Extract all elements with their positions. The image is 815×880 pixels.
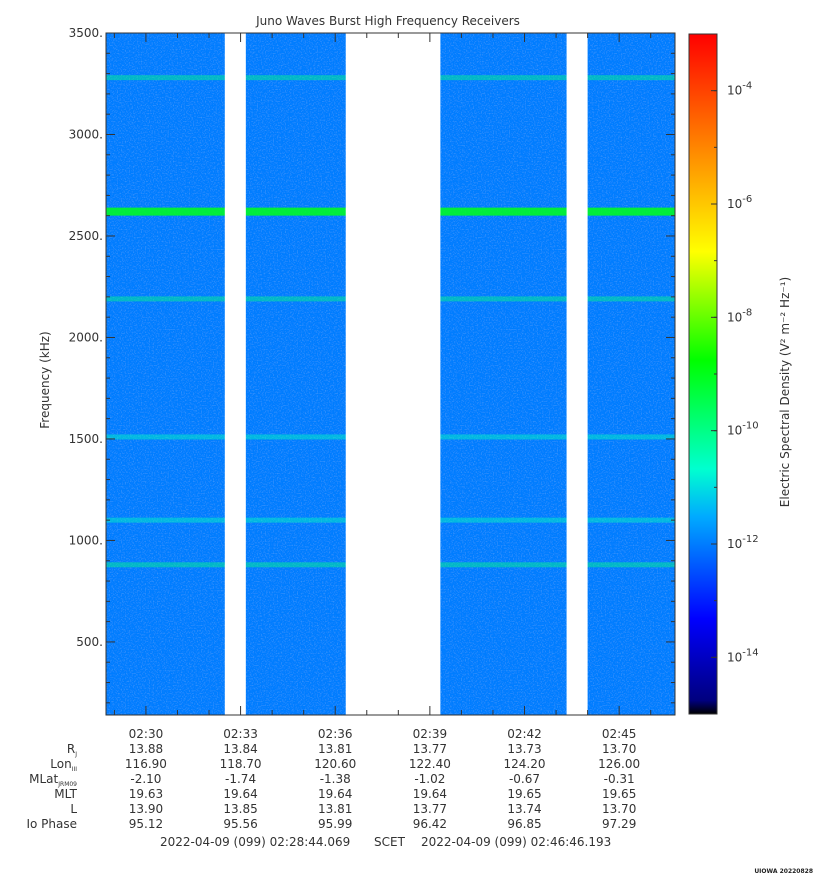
ephemeris-value: 95.99: [318, 817, 352, 831]
ephemeris-value: 13.90: [129, 802, 163, 816]
ephemeris-value: -1.74: [225, 772, 256, 786]
colorbar-tick-label: 10-6: [727, 194, 752, 211]
ephemeris-value: 19.64: [318, 787, 352, 801]
y-tick-label: 3500.: [69, 26, 103, 40]
ephemeris-value: 13.70: [602, 802, 636, 816]
ephemeris-value: 19.63: [129, 787, 163, 801]
colorbar-tick-label: 10-8: [727, 307, 752, 324]
time-start: 2022-04-09 (099) 02:28:44.069: [160, 835, 350, 849]
data-gap: [224, 33, 246, 715]
ephemeris-value: 19.64: [413, 787, 447, 801]
ephemeris-label: Io Phase: [26, 817, 77, 831]
colorbar-ticks: 10-4 10-6 10-8 10-10 10-12 10-14: [711, 33, 759, 715]
plot-axes: 3500. 3000. 2500. 2000. 1500. 1000. 500.: [69, 26, 676, 716]
colorbar: [688, 33, 718, 715]
ephemeris-value: 13.84: [223, 742, 257, 756]
chart-title: Juno Waves Burst High Frequency Receiver…: [255, 14, 520, 28]
x-tick-label: 02:45: [602, 727, 637, 741]
ephemeris-value: 122.40: [409, 757, 451, 771]
ephemeris-value: -2.10: [130, 772, 161, 786]
colorbar-label: Electric Spectral Density (V² m⁻² Hz⁻¹): [778, 277, 792, 507]
ephemeris-value: -1.02: [414, 772, 445, 786]
ephemeris-value: -0.67: [509, 772, 540, 786]
y-tick-label: 1000.: [69, 533, 103, 547]
ephemeris-value: 120.60: [314, 757, 356, 771]
ephemeris-value: 13.88: [129, 742, 163, 756]
ephemeris-label: RJ: [67, 742, 77, 758]
ephemeris-value: -1.38: [320, 772, 351, 786]
data-gap: [345, 33, 441, 715]
data-gaps: [224, 33, 588, 715]
time-frame: SCET: [374, 835, 406, 849]
ephemeris-value: 13.81: [318, 742, 352, 756]
y-tick-label: 3000.: [69, 127, 103, 141]
ephemeris-value: 116.90: [125, 757, 167, 771]
ephemeris-value: 13.77: [413, 742, 447, 756]
ephemeris-label: L: [70, 802, 77, 816]
ephemeris-value: -0.31: [604, 772, 635, 786]
x-tick-label: 02:30: [129, 727, 164, 741]
ephemeris-value: 96.42: [413, 817, 447, 831]
y-tick-label: 2500.: [69, 229, 103, 243]
ephemeris-value: 95.56: [223, 817, 257, 831]
ephemeris-value: 95.12: [129, 817, 163, 831]
x-tick-label: 02:36: [318, 727, 353, 741]
ephemeris-label: MLatJRM09: [29, 772, 77, 788]
ephemeris-value: 19.64: [223, 787, 257, 801]
colorbar-tick-label: 10-12: [727, 534, 759, 551]
ephemeris-value: 97.29: [602, 817, 636, 831]
ephemeris-value: 19.65: [507, 787, 541, 801]
x-tick-label: 02:42: [507, 727, 542, 741]
y-tick-label: 500.: [76, 635, 103, 649]
ephemeris-value: 13.74: [507, 802, 541, 816]
ephemeris-value: 124.20: [504, 757, 546, 771]
ephemeris-value: 13.77: [413, 802, 447, 816]
ephemeris-value: 13.85: [223, 802, 257, 816]
plot-frame: [105, 32, 676, 716]
x-tick-label: 02:33: [223, 727, 258, 741]
ephemeris-value: 13.70: [602, 742, 636, 756]
ephemeris-label: LonIII: [50, 757, 77, 773]
x-tick-label: 02:39: [413, 727, 448, 741]
ephemeris-table: 02:30 02:33 02:36 02:39 02:42 02:45 RJ 13.88 13.…: [26, 727, 640, 831]
y-axis-label: Frequency (kHz): [38, 331, 52, 428]
data-gap: [566, 33, 588, 715]
time-end: 2022-04-09 (099) 02:46:46.193: [421, 835, 611, 849]
ephemeris-value: 126.00: [598, 757, 640, 771]
colorbar-tick-label: 10-14: [727, 647, 759, 664]
colorbar-tick-label: 10-10: [727, 421, 759, 438]
ephemeris-label: MLT: [54, 787, 77, 801]
colorbar-tick-label: 10-4: [727, 81, 752, 98]
footer-stamp: UIOWA 20220828: [754, 868, 813, 875]
ephemeris-value: 13.73: [507, 742, 541, 756]
ephemeris-value: 19.65: [602, 787, 636, 801]
ephemeris-value: 13.81: [318, 802, 352, 816]
y-tick-label: 2000.: [69, 330, 103, 344]
y-tick-label: 1500.: [69, 432, 103, 446]
ephemeris-value: 96.85: [507, 817, 541, 831]
ephemeris-value: 118.70: [220, 757, 262, 771]
